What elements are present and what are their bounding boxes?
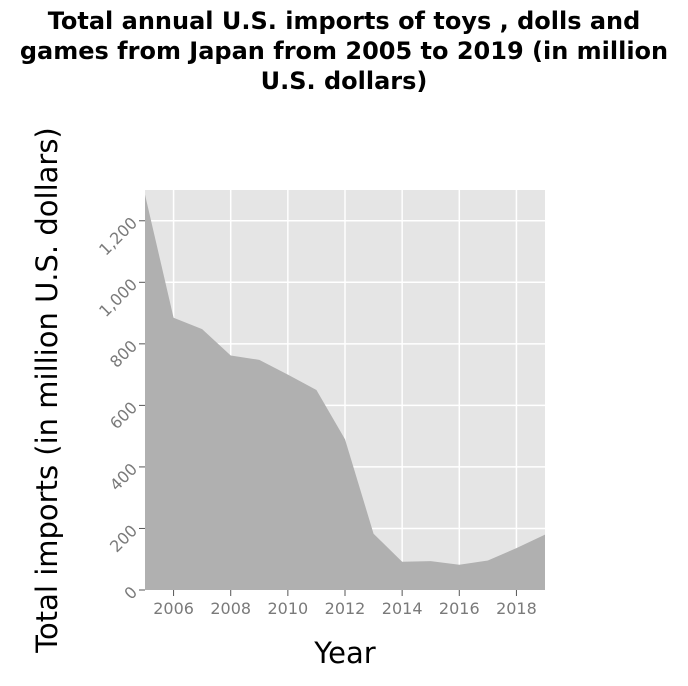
y-tick-label: 200 [106, 521, 141, 556]
x-axis-title: Year [313, 636, 375, 670]
x-tick-label: 2010 [267, 599, 308, 618]
x-axis-ticks: 2006 2008 2010 2012 2014 2016 2018 [153, 590, 537, 618]
x-tick-label: 2008 [210, 599, 251, 618]
x-tick-label: 2014 [382, 599, 423, 618]
chart-title: Total annual U.S. imports of toys , doll… [19, 7, 669, 95]
y-tick-label: 1,200 [95, 213, 141, 259]
x-tick-label: 2016 [439, 599, 480, 618]
y-tick-label: 600 [106, 398, 141, 433]
y-tick-label: 800 [106, 336, 141, 371]
y-tick-label: 0 [120, 583, 141, 604]
area-series [145, 194, 545, 590]
y-axis-title: Total imports (in million U.S. dollars) [30, 127, 64, 653]
y-tick-label: 1,000 [95, 275, 141, 321]
y-tick-label: 400 [106, 459, 141, 494]
x-tick-label: 2006 [153, 599, 194, 618]
x-tick-label: 2018 [496, 599, 537, 618]
x-tick-label: 2012 [325, 599, 366, 618]
y-axis-ticks: 0 200 400 600 800 1,000 1,200 [95, 213, 145, 603]
